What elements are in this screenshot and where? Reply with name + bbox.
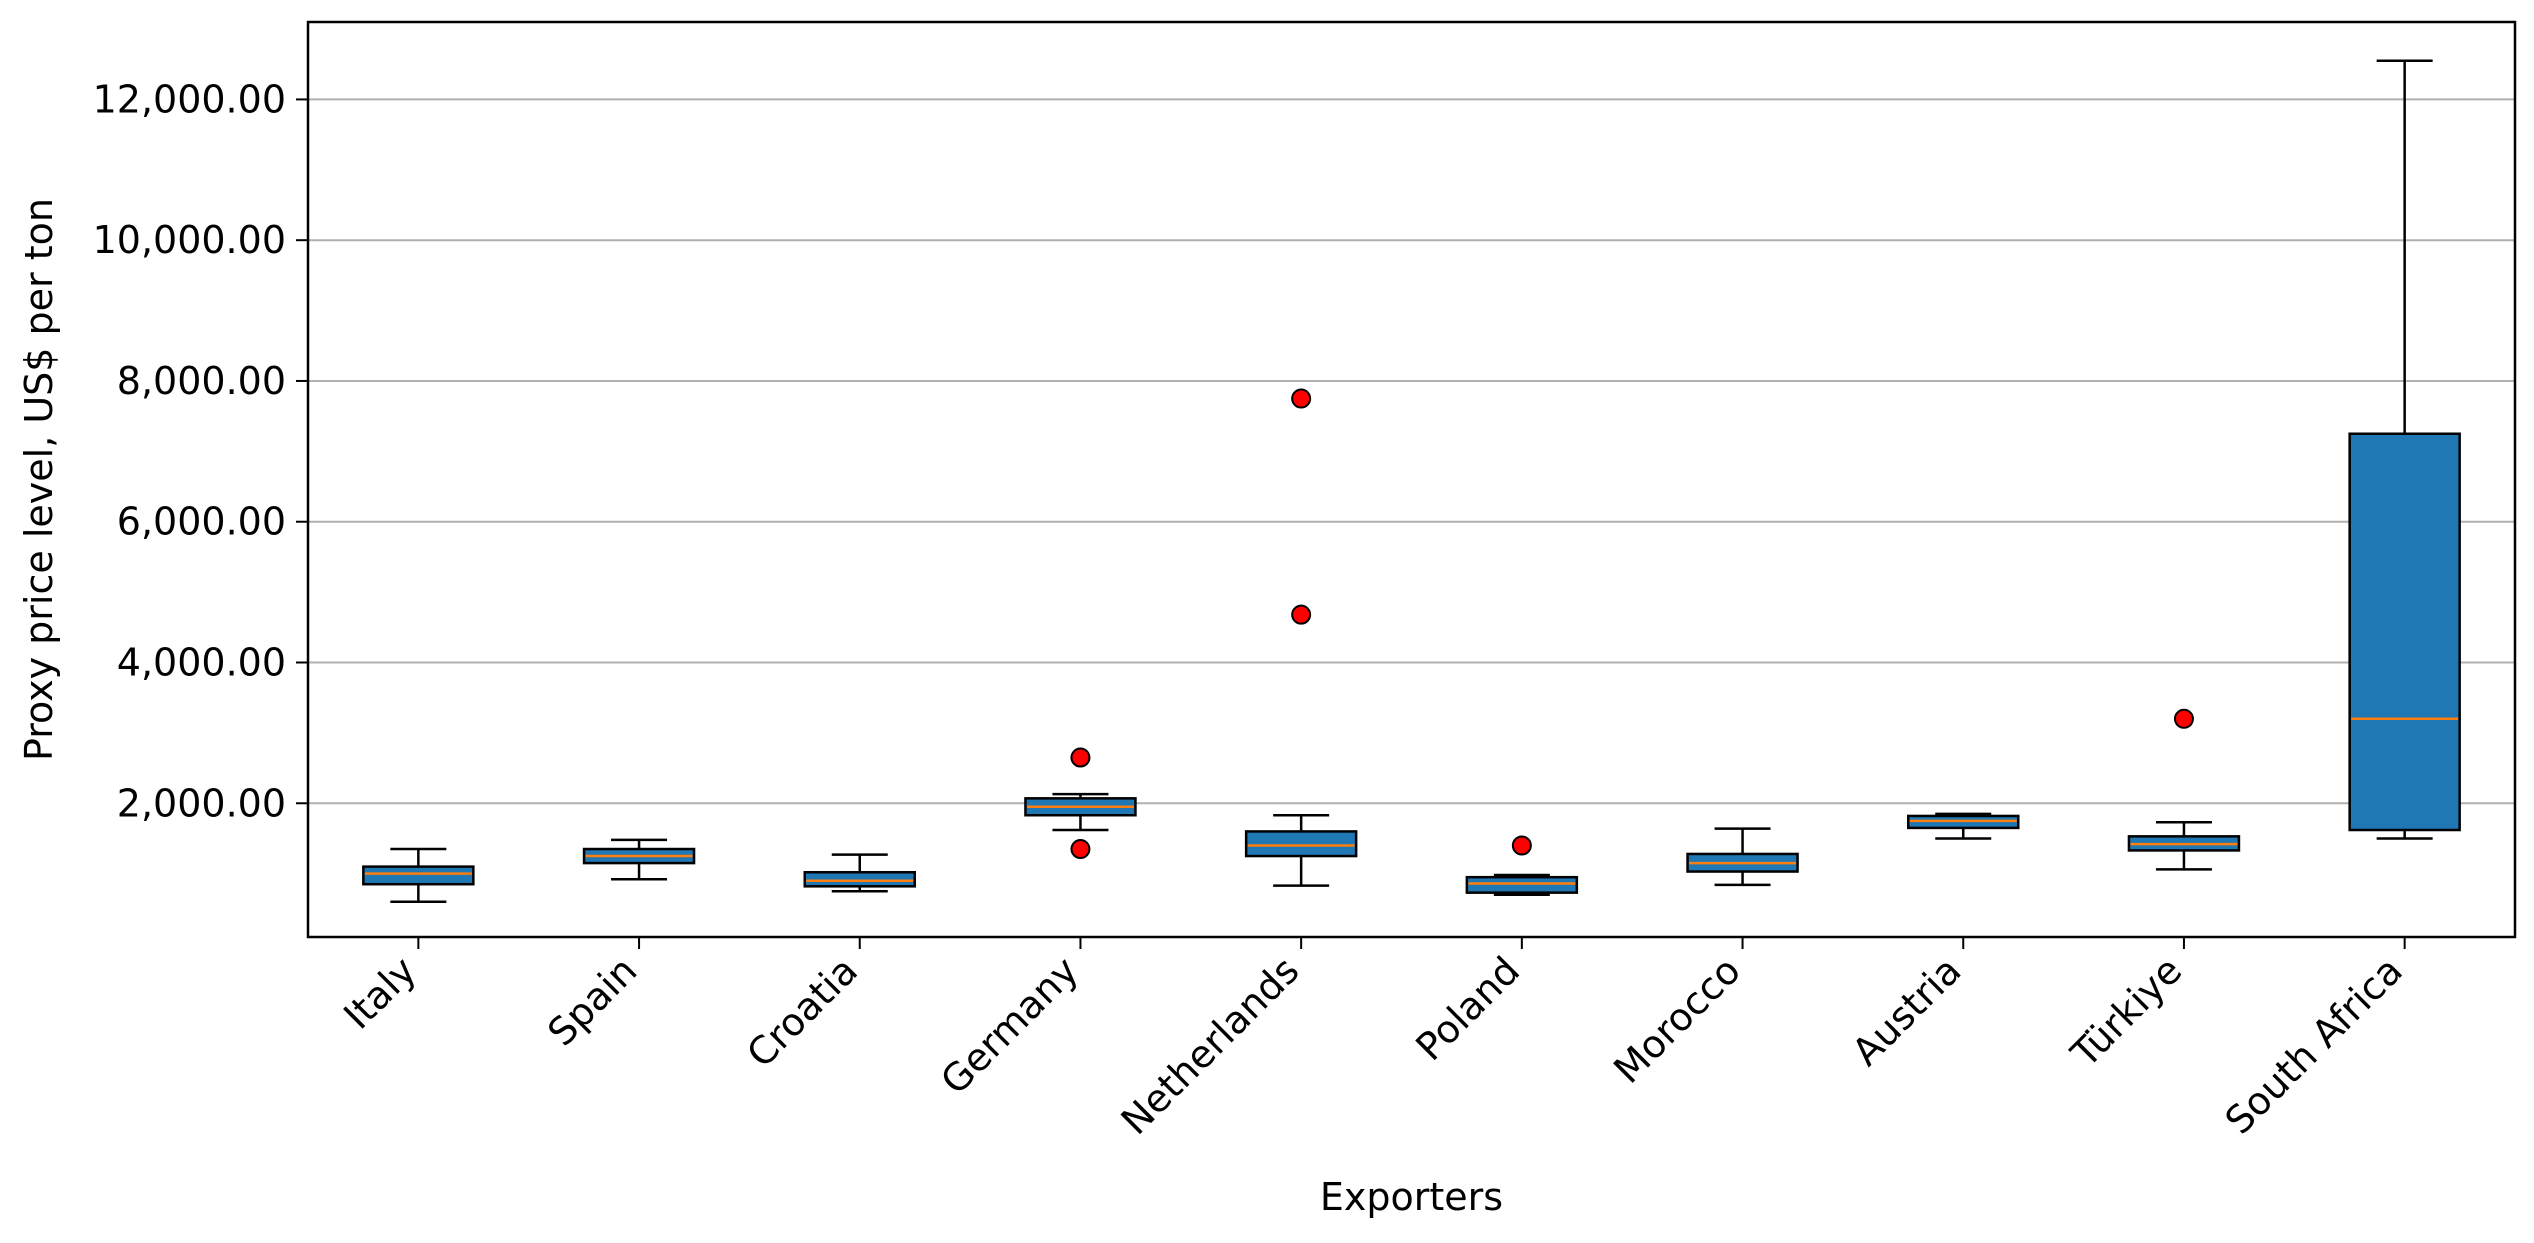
x-tick-label: Austria xyxy=(1844,948,1970,1074)
outlier-point xyxy=(2173,708,2194,729)
box xyxy=(1244,830,1358,858)
box-group xyxy=(2127,708,2241,871)
y-axis-label: Proxy price level, US$ per ton xyxy=(17,198,61,761)
box xyxy=(362,865,475,886)
x-tick-label: Germany xyxy=(932,948,1087,1103)
plot-frame xyxy=(306,20,2517,939)
box xyxy=(803,870,916,888)
box xyxy=(2348,432,2461,832)
x-tick-label: Croatia xyxy=(738,948,866,1076)
x-tick-label: Poland xyxy=(1407,948,1528,1069)
x-tick-label: Netherlands xyxy=(1113,948,1308,1143)
y-tick-label: 6,000.00 xyxy=(117,500,286,544)
box-group xyxy=(2348,59,2461,840)
x-tick-label: Spain xyxy=(539,948,645,1054)
outlier-point xyxy=(1291,604,1312,625)
x-axis-label: Exporters xyxy=(1320,1175,1503,1219)
box-group xyxy=(1907,812,2020,840)
y-tick-label: 10,000.00 xyxy=(93,218,286,262)
x-tick-label: South Africa xyxy=(2217,948,2411,1142)
box-group xyxy=(803,853,916,893)
y-tick-label: 8,000.00 xyxy=(117,359,286,403)
box-series xyxy=(362,59,2461,904)
y-axis-ticks: 2,000.00 4,000.00 6,000.00 8,000.00 10,000.0… xyxy=(93,77,308,825)
outlier-point xyxy=(1291,388,1312,409)
outlier-point xyxy=(1511,835,1532,856)
outlier-point xyxy=(1070,747,1091,768)
box-group xyxy=(582,838,696,881)
x-tick-label: Italy xyxy=(335,948,424,1037)
x-tick-label: Türkiye xyxy=(2062,948,2190,1076)
y-tick-label: 4,000.00 xyxy=(117,641,286,685)
box-group xyxy=(1244,388,1358,887)
outlier-point xyxy=(1070,839,1091,860)
box-group xyxy=(362,847,475,904)
x-axis-ticks: Italy Spain Croatia Germany Netherlands Polan… xyxy=(335,937,2411,1143)
box xyxy=(1465,875,1579,894)
box-group xyxy=(1465,835,1579,897)
box-group xyxy=(1686,827,1799,887)
grid-lines xyxy=(308,98,2515,805)
y-tick-label: 12,000.00 xyxy=(93,77,286,121)
x-tick-label: Morocco xyxy=(1605,948,1749,1092)
y-tick-label: 2,000.00 xyxy=(117,781,286,825)
box-group xyxy=(1024,747,1137,860)
